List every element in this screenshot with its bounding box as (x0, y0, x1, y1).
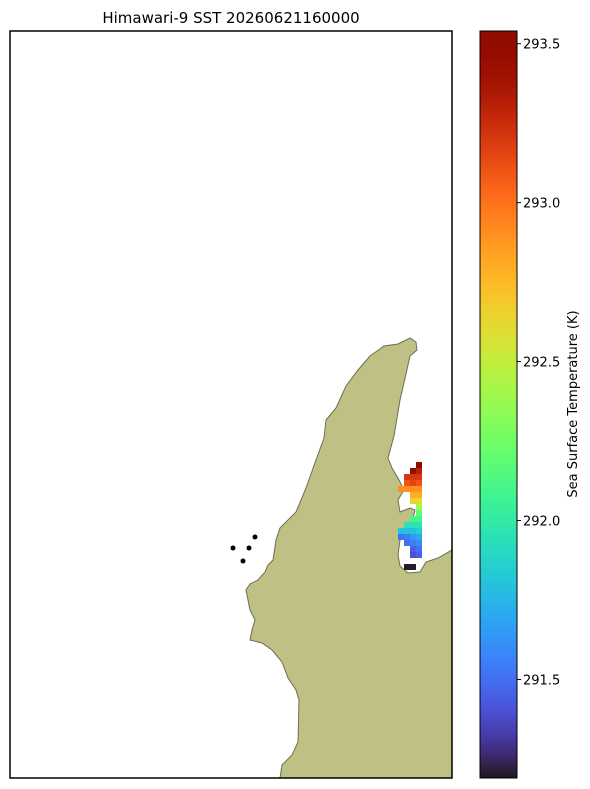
sst-cell (404, 480, 410, 486)
sst-cell (410, 522, 416, 528)
sst-cell (416, 534, 422, 540)
sst-cell (416, 468, 422, 474)
sst-cell (404, 540, 410, 546)
sst-cell (404, 522, 410, 528)
sst-cell (410, 516, 416, 522)
island-dot (240, 558, 246, 564)
sst-cell (410, 528, 416, 534)
sst-cell (416, 492, 422, 498)
island-dot (252, 534, 258, 540)
sst-cell (410, 486, 416, 492)
sst-cell (416, 504, 422, 510)
sst-cell (410, 468, 416, 474)
sst-cell (410, 474, 416, 480)
sst-cell (404, 528, 410, 534)
sst-cell (416, 498, 422, 504)
colorbar-tick-label: 293.0 (523, 197, 560, 212)
sst-cell (416, 528, 422, 534)
sst-cell (416, 474, 422, 480)
sst-cell (410, 540, 416, 546)
sst-cell (416, 552, 422, 558)
sst-cell (410, 552, 416, 558)
sst-cell (410, 564, 416, 570)
sst-cell (398, 534, 404, 540)
sst-cell (416, 516, 422, 522)
sst-cell (416, 462, 422, 468)
sst-cell (404, 486, 410, 492)
colorbar-tick-label: 292.0 (523, 515, 560, 530)
sst-cell (416, 486, 422, 492)
sst-cell (404, 534, 410, 540)
colorbar-tick-label: 292.5 (523, 356, 560, 371)
map-title: Himawari-9 SST 20260621160000 (102, 9, 359, 27)
sst-cell (398, 486, 404, 492)
island-dot (230, 545, 236, 551)
sst-cell (416, 546, 422, 552)
sst-cell (410, 492, 416, 498)
sst-cell (416, 480, 422, 486)
colorbar-tick-label: 291.5 (523, 673, 560, 688)
sst-cell (404, 564, 410, 570)
colorbar-ticks: 291.5 292.0 292.5 293.0 293.5 (517, 38, 560, 688)
sst-cell (416, 540, 422, 546)
sst-cell (398, 528, 404, 534)
colorbar-tick-label: 293.5 (523, 38, 560, 53)
sst-cell (410, 534, 416, 540)
sst-cells (398, 462, 422, 570)
map-frame (9, 30, 453, 779)
sst-cell (410, 498, 416, 504)
sst-cell (416, 510, 422, 516)
colorbar-label: Sea Surface Temperature (K) (566, 310, 581, 497)
sst-cell (410, 546, 416, 552)
colorbar (479, 30, 518, 779)
sst-cell (410, 480, 416, 486)
island-dot (246, 545, 252, 551)
sst-cell (416, 522, 422, 528)
sst-cell (404, 474, 410, 480)
